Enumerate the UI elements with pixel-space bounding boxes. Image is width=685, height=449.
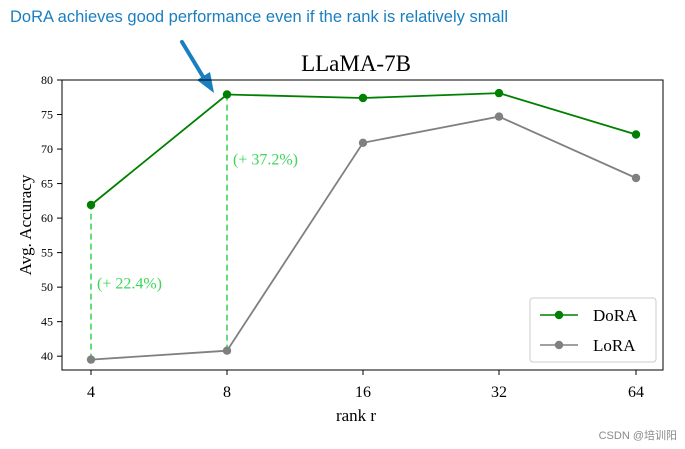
y-tick-label: 45	[41, 315, 53, 329]
legend-lora-label: LoRA	[593, 336, 636, 355]
gain-label: (+ 37.2%)	[233, 152, 298, 169]
dora-data-point	[631, 130, 641, 139]
headline: DoRA achieves good performance even if t…	[10, 8, 508, 26]
x-tick-label: 4	[87, 384, 95, 401]
y-tick-label: 70	[41, 142, 53, 156]
lora-data-point	[494, 112, 504, 121]
dora-data-point	[358, 93, 368, 103]
dora-series-line	[90, 92, 637, 206]
lora-data-point	[358, 138, 368, 147]
legend-dora-label: DoRA	[593, 306, 638, 325]
dora-data-point	[494, 88, 504, 98]
lora-data-point	[86, 355, 96, 364]
legend: DoRA LoRA	[529, 297, 657, 363]
x-tick-label: 64	[628, 384, 644, 401]
legend-dora-marker	[554, 310, 564, 320]
y-tick-label: 55	[41, 246, 53, 260]
lora-data-point	[222, 346, 232, 355]
y-tick-label: 50	[41, 280, 53, 294]
x-axis-label: rank r	[336, 406, 376, 425]
lora-data-point	[631, 173, 641, 183]
x-tick-label: 16	[355, 384, 371, 401]
y-axis-label: Avg. Accuracy	[16, 174, 35, 275]
chart-title: LLaMA-7B	[301, 51, 411, 76]
watermark: CSDN @培训阳	[598, 430, 677, 442]
x-tick-label: 32	[491, 384, 507, 401]
y-tick-label: 80	[41, 73, 53, 87]
callout-arrow-icon	[180, 40, 214, 93]
y-tick-label: 60	[41, 211, 53, 225]
y-tick-label: 40	[41, 349, 53, 363]
y-tick-label: 65	[41, 177, 53, 191]
dora-data-point	[222, 90, 232, 99]
y-tick-label: 75	[41, 108, 53, 122]
legend-lora-marker	[554, 340, 564, 350]
gain-label: (+ 22.4%)	[97, 275, 162, 292]
dora-data-point	[86, 200, 96, 210]
x-tick-label: 8	[223, 384, 231, 401]
